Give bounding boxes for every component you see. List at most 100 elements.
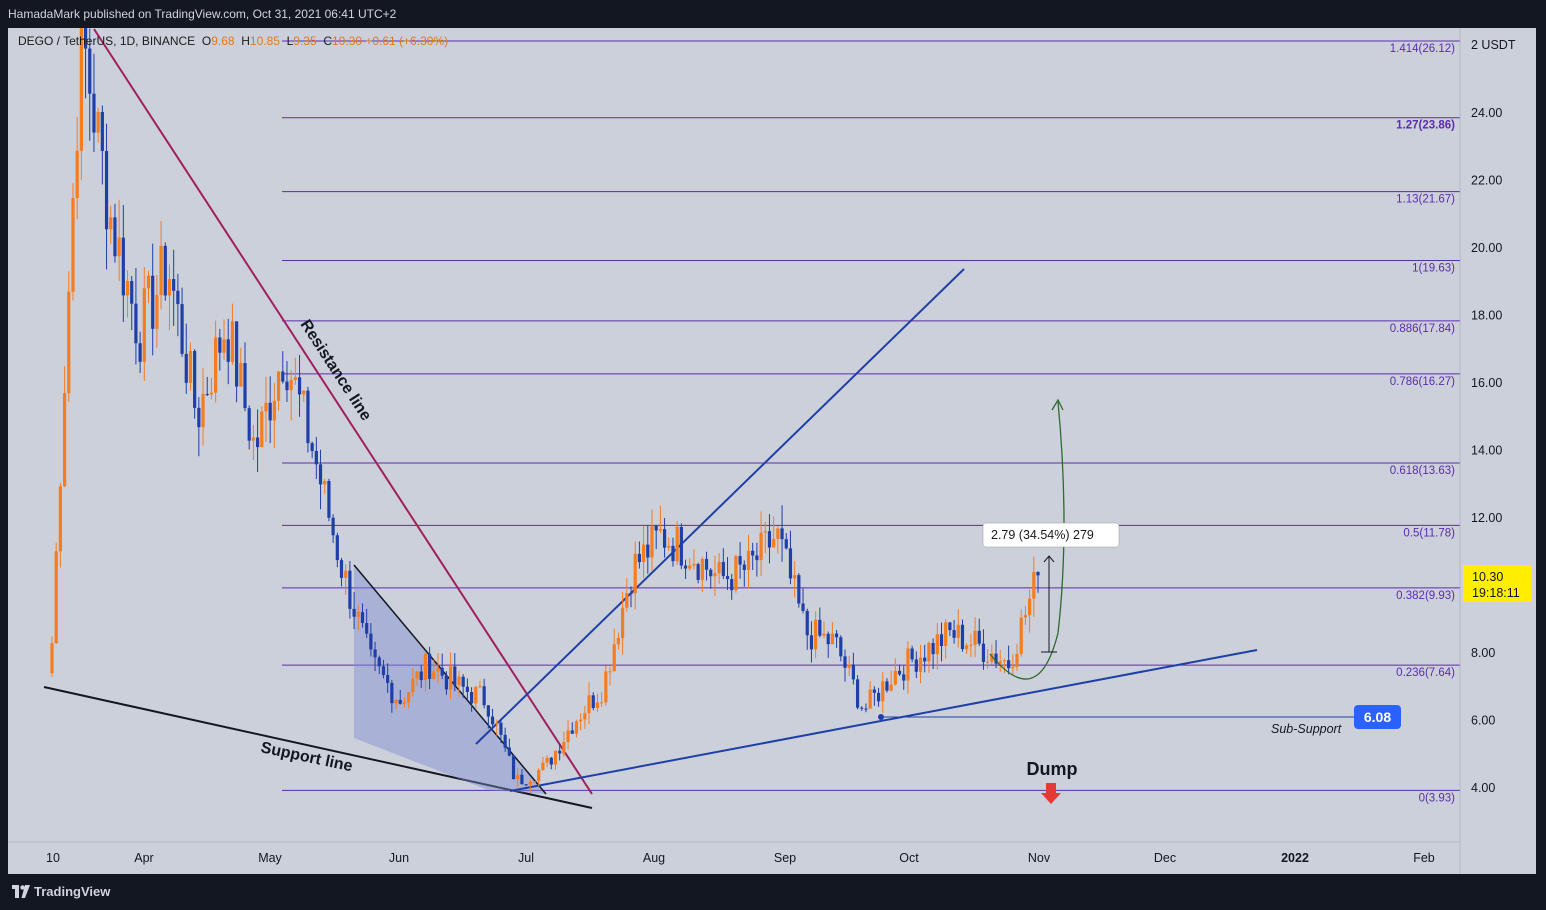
candle-body	[902, 674, 906, 681]
candle-body	[763, 531, 767, 533]
candle-body	[608, 671, 612, 673]
candle-body	[415, 671, 419, 679]
candle-body	[214, 337, 218, 393]
price-tick: 24.00	[1471, 106, 1502, 120]
low-value: 9.35	[293, 34, 317, 48]
candle-body	[558, 750, 562, 754]
uptrend-support-line[interactable]	[509, 649, 1258, 792]
candle-body	[616, 637, 621, 645]
current-price-badge: 10.30 19:18:11	[1463, 565, 1532, 602]
candle-body	[562, 741, 566, 754]
symbol-legend[interactable]: DEGO / TetherUS, 1D, BINANCE O9.68 H10.8…	[18, 34, 448, 48]
support-trendline[interactable]	[43, 686, 593, 809]
candle-body	[591, 695, 595, 708]
candle-body	[725, 576, 730, 580]
candle-body	[71, 197, 75, 292]
candle-body	[679, 526, 683, 566]
candle-body	[83, 28, 88, 49]
candle-body	[918, 657, 923, 672]
candle-body	[239, 363, 243, 387]
candle-body	[772, 538, 776, 548]
candle-body	[990, 653, 994, 662]
resistance-trendline[interactable]	[93, 28, 593, 795]
current-price-countdown: 19:18:11	[1472, 586, 1520, 600]
price-tick: 8.00	[1471, 646, 1495, 660]
candle-body	[835, 633, 839, 638]
candle-body	[398, 700, 402, 704]
footer-brand[interactable]: TradingView	[34, 884, 111, 899]
candle-body	[965, 645, 969, 650]
candle-body	[247, 408, 251, 441]
fib-label: 0(3.93)	[1419, 792, 1456, 804]
sub-support-badge: 6.08	[1354, 705, 1401, 729]
candle-body	[323, 481, 327, 485]
time-tick: Feb	[1413, 851, 1435, 865]
candle-body	[986, 661, 990, 663]
candle-body	[125, 281, 130, 296]
rising-channel-line[interactable]	[475, 268, 965, 745]
candle-body	[532, 781, 537, 783]
time-tick: Dec	[1154, 851, 1176, 865]
candle-body	[667, 545, 671, 548]
candle-body	[973, 630, 977, 645]
candle-body	[885, 681, 889, 691]
candle-body	[751, 550, 755, 556]
candle-body	[369, 633, 373, 650]
candle-body	[264, 402, 268, 412]
candle-body	[188, 351, 193, 383]
time-tick: Apr	[134, 851, 153, 865]
price-axis[interactable]: 24.00 22.00 20.00 18.00 16.00 14.00 12.00 8.00 6…	[1459, 28, 1516, 874]
candle-body	[113, 217, 117, 257]
candle-body	[373, 649, 377, 658]
candle-body	[952, 630, 956, 638]
price-axis-currency: 2 USDT	[1471, 38, 1516, 52]
candle-body	[818, 619, 822, 636]
candle-body	[528, 782, 532, 785]
candle-body	[658, 529, 662, 531]
fib-label: 1(19.63)	[1412, 262, 1455, 274]
candle-body	[738, 556, 742, 565]
symbol-pair: DEGO / TetherUS, 1D, BINANCE	[18, 34, 196, 48]
fib-label: 1.27(23.86)	[1396, 120, 1455, 132]
candle-body	[994, 653, 998, 664]
candle-body	[511, 755, 516, 780]
candle-body	[826, 633, 830, 645]
candle-body	[327, 481, 331, 518]
candle-body	[411, 678, 415, 693]
time-tick: Nov	[1028, 851, 1051, 865]
candle-body	[285, 381, 289, 391]
candle-body	[117, 237, 121, 257]
candle-body	[67, 291, 71, 394]
sub-support-line[interactable]	[878, 714, 1400, 720]
time-axis[interactable]: 10 Apr May Jun Jul Aug Sep Oct Nov Dec 2022 Feb	[8, 841, 1460, 865]
candle-body	[1028, 598, 1032, 616]
change-value: +0.61 (+6.30%)	[365, 34, 449, 48]
candle-body	[226, 339, 230, 362]
candle-body	[977, 630, 981, 644]
time-tick: May	[258, 851, 282, 865]
candle-body	[469, 691, 474, 704]
candle-body	[151, 275, 155, 329]
candle-body	[692, 564, 696, 566]
measure-tool[interactable]: 2.79 (34.54%) 279	[982, 522, 1120, 653]
current-price-value: 10.30	[1472, 570, 1503, 584]
close-value: 10.30	[331, 34, 363, 48]
candle-body	[255, 437, 260, 448]
fib-label: 1.13(21.67)	[1396, 194, 1455, 206]
publisher-header: HamadaMark published on TradingView.com,…	[0, 0, 1546, 28]
candle-body	[881, 681, 885, 702]
candle-body	[88, 48, 92, 94]
candle-body	[62, 393, 67, 487]
candle-body	[314, 451, 318, 465]
candle-body	[1036, 571, 1040, 576]
candle-body	[847, 664, 851, 668]
candle-body	[289, 380, 293, 391]
candle-body	[268, 402, 272, 421]
candle-body	[453, 666, 457, 686]
candle-body	[461, 676, 465, 687]
time-tick: 10	[46, 851, 60, 865]
candle-body	[683, 565, 688, 569]
candle-body	[948, 622, 952, 631]
open-value: 9.68	[211, 34, 235, 48]
chart-canvas[interactable]: 1.414(26.12) 1.27(23.86) 1.13(21.67) 1(19.6…	[8, 28, 1536, 874]
